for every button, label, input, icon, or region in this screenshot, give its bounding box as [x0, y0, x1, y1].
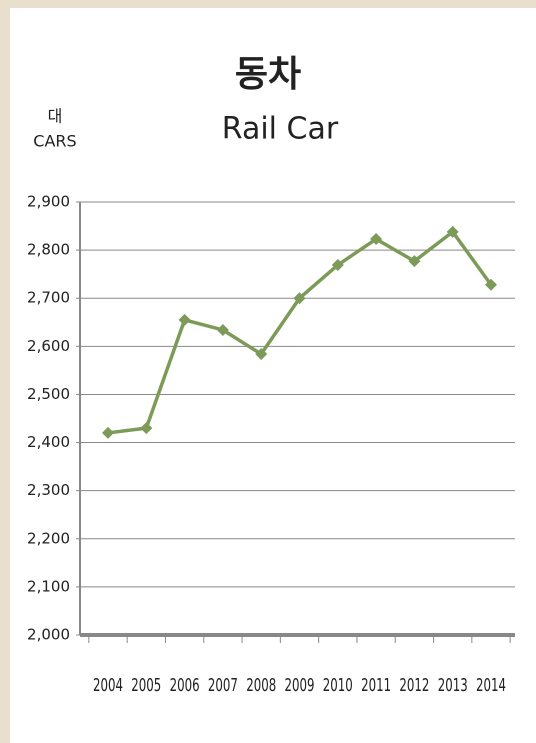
- x-tick-label: 2012: [399, 675, 429, 696]
- data-point: [331, 259, 344, 272]
- data-point: [485, 278, 497, 291]
- y-axis-label-en: CARS: [33, 132, 76, 151]
- x-tick-label: 2011: [361, 675, 391, 696]
- y-tick-label: 2,300: [27, 481, 70, 499]
- y-tick-label: 2,800: [27, 241, 70, 259]
- y-axis-label: 대: [48, 107, 63, 126]
- data-point: [216, 323, 229, 336]
- data-point: [370, 233, 383, 246]
- x-tick-label: 2005: [131, 675, 161, 696]
- data-point: [102, 426, 114, 439]
- x-tick-label: 2008: [246, 675, 276, 696]
- x-tick-label: 2010: [323, 675, 353, 696]
- chart-subtitle: Rail Car: [222, 112, 339, 147]
- panel: [10, 8, 536, 743]
- y-tick-label: 2,600: [27, 337, 70, 355]
- y-tick-label: 2,400: [27, 433, 70, 451]
- data-point: [140, 422, 153, 435]
- x-tick-label: 2009: [285, 675, 315, 696]
- y-tick-label: 2,500: [27, 385, 70, 403]
- x-tick-label: 2014: [476, 675, 506, 696]
- y-tick-label: 2,900: [27, 193, 70, 211]
- x-tick-label: 2013: [438, 675, 468, 696]
- data-point: [255, 348, 268, 361]
- data-point: [178, 313, 191, 326]
- y-tick-label: 2,100: [27, 577, 70, 595]
- y-tick-label: 2,200: [27, 529, 70, 547]
- chart-title: 동차: [235, 54, 301, 95]
- x-tick-label: 2007: [208, 675, 238, 696]
- data-point: [408, 255, 421, 268]
- data-point: [293, 292, 306, 305]
- x-tick-label: 2004: [93, 675, 123, 696]
- y-tick-label: 2,000: [27, 626, 70, 644]
- data-point: [446, 225, 459, 238]
- x-tick-label: 2006: [170, 675, 200, 696]
- y-tick-label: 2,700: [27, 289, 70, 307]
